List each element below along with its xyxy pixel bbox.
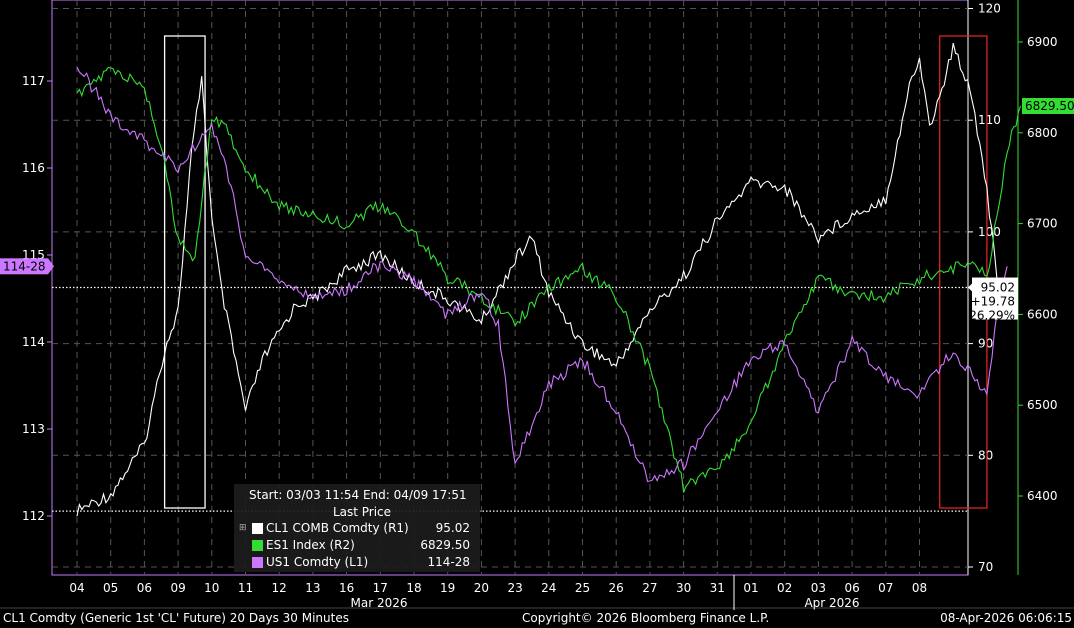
l1-tick-label: 112	[22, 509, 45, 523]
us1-last-tag	[0, 258, 48, 275]
legend-value-cl1: 95.02	[435, 521, 470, 535]
swatch-cl1	[252, 523, 263, 534]
x-tick-label: 07	[878, 581, 893, 595]
swatch-es1	[252, 540, 263, 551]
x-tick-label: 11	[238, 581, 253, 595]
r2-tick-label: 6400	[1027, 489, 1058, 503]
x-tick-label: 16	[339, 581, 354, 595]
x-tick-label: 31	[710, 581, 725, 595]
x-tick-label: 03	[811, 581, 826, 595]
legend-panel: Start: 03/03 11:54 End: 04/09 17:51 Last…	[234, 484, 480, 572]
r1-tick-label: 120	[978, 2, 1001, 16]
r1-tick-label: 90	[978, 337, 993, 351]
x-tick-label: 04	[69, 581, 84, 595]
us1-tag-arrow	[48, 258, 54, 275]
r2-tick-label: 6800	[1027, 126, 1058, 140]
x-tick-label: 08	[912, 581, 927, 595]
cl1-net-change: +19.78	[971, 295, 1015, 309]
legend-row-es1[interactable]: ES1 Index (R2) 6829.50	[234, 537, 480, 554]
x-tick-label: 19	[440, 581, 455, 595]
cl1-tag-arrow	[968, 283, 972, 292]
x-tick-label: 30	[676, 581, 691, 595]
legend-row-cl1[interactable]: ⊞ CL1 COMB Comdty (R1) 95.02	[234, 520, 480, 537]
x-month-label: Apr 2026	[804, 596, 859, 610]
r1-tick-label: 70	[978, 560, 993, 574]
x-tick-label: 17	[373, 581, 388, 595]
es1-last-value: 6829.50	[1025, 99, 1074, 113]
series-line-cl1	[76, 42, 1008, 517]
l1-tick-label: 117	[22, 74, 45, 88]
legend-name-es1: ES1 Index (R2)	[266, 538, 355, 552]
x-tick-label: 24	[541, 581, 556, 595]
r1-tick-label: 100	[978, 225, 1001, 239]
x-tick-label: 10	[204, 581, 219, 595]
x-tick-label: 13	[305, 581, 320, 595]
x-tick-label: 27	[642, 581, 657, 595]
footer-timestamp: 08-Apr-2026 06:06:15	[940, 611, 1072, 625]
legend-row-us1[interactable]: US1 Comdty (L1) 114-28	[234, 554, 480, 571]
footer-security: CL1 Comdty (Generic 1st 'CL' Future) 20 …	[3, 611, 349, 625]
r1-tick-label: 110	[978, 113, 1001, 127]
x-tick-label: 01	[743, 581, 758, 595]
r2-tick-label: 6500	[1027, 398, 1058, 412]
x-tick-label: 02	[777, 581, 792, 595]
series-line-es1	[76, 66, 1022, 493]
r2-tick-label: 6600	[1027, 307, 1058, 321]
cl1-last-value: 95.02	[981, 281, 1015, 295]
legend-range: Start: 03/03 11:54 End: 04/09 17:51	[249, 488, 467, 502]
us1-last-value: 114-28	[3, 259, 46, 273]
highlight-box-red	[939, 35, 988, 509]
legend-name-cl1: CL1 COMB Comdty (R1)	[266, 521, 409, 535]
expand-icon[interactable]: ⊞	[239, 523, 247, 533]
x-tick-label: 09	[170, 581, 185, 595]
swatch-us1	[252, 557, 263, 568]
r2-tick-label: 6700	[1027, 217, 1058, 231]
l1-tick-label: 113	[22, 422, 45, 436]
x-month-label: Mar 2026	[351, 596, 408, 610]
r1-tick-label: 80	[978, 448, 993, 462]
highlight-box-white	[163, 35, 206, 509]
x-tick-label: 06	[137, 581, 152, 595]
x-tick-label: 20	[474, 581, 489, 595]
legend-value-us1: 114-28	[427, 555, 470, 569]
legend-name-us1: US1 Comdty (L1)	[266, 555, 369, 569]
legend-value-es1: 6829.50	[420, 538, 470, 552]
x-tick-label: 23	[507, 581, 522, 595]
x-tick-label: 26	[609, 581, 624, 595]
x-tick-label: 12	[272, 581, 287, 595]
x-tick-label: 18	[406, 581, 421, 595]
l1-tick-label: 116	[22, 161, 45, 175]
es1-last-tag	[1022, 98, 1074, 115]
r2-tick-label: 6900	[1027, 35, 1058, 49]
footer-copyright: Copyright© 2026 Bloomberg Finance L.P.	[522, 611, 770, 625]
series-line-us1	[76, 66, 1008, 483]
x-tick-label: 05	[103, 581, 118, 595]
cl1-last-tag	[972, 277, 1018, 320]
x-tick-label: 25	[575, 581, 590, 595]
cl1-pct-change: 26.29%	[969, 309, 1015, 323]
l1-tick-label: 114	[22, 335, 45, 349]
legend-header: Last Price	[332, 505, 392, 519]
x-tick-label: 06	[844, 581, 859, 595]
